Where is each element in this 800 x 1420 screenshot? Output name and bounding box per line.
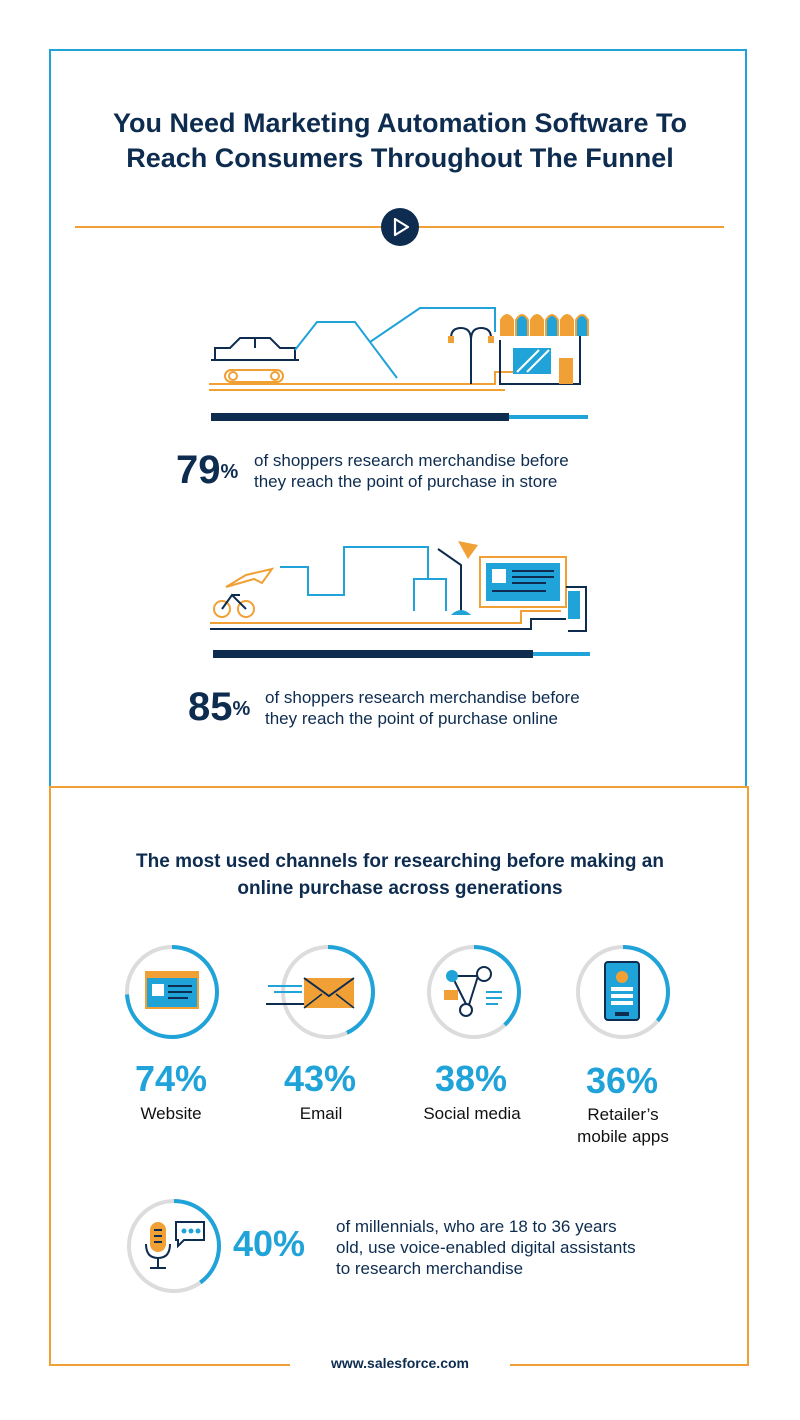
channel-ring-social bbox=[427, 945, 521, 1039]
millennials-text: of millennials, who are 18 to 36 years o… bbox=[336, 1217, 636, 1278]
stat-bar-rest bbox=[509, 415, 588, 419]
channel-social-label: Social media bbox=[423, 1104, 521, 1123]
footer-rule-left bbox=[49, 1364, 290, 1366]
footer-url[interactable]: www.salesforce.com bbox=[331, 1355, 469, 1371]
stat-in-store-unit: % bbox=[220, 461, 239, 483]
store-street-illustration bbox=[209, 307, 589, 391]
stat-bar-rest bbox=[533, 652, 590, 656]
stat-bar-fill bbox=[211, 413, 509, 421]
footer-rule-right bbox=[510, 1364, 749, 1366]
stat-bar-in-store bbox=[211, 413, 588, 421]
mobile-phone-icon bbox=[604, 961, 640, 1021]
stat-online-unit: % bbox=[232, 698, 251, 720]
voice-assistant-microphone-icon bbox=[145, 1221, 205, 1269]
channel-ring-mobile bbox=[576, 945, 670, 1039]
millennials-ring bbox=[127, 1199, 221, 1293]
stat-online-text: of shoppers research merchandise before … bbox=[265, 688, 580, 728]
stat-in-store-value: 79% bbox=[176, 448, 239, 492]
page-title-line-1: You Need Marketing Automation Software T… bbox=[112, 108, 688, 138]
channel-website-pct: 74% bbox=[134, 1058, 208, 1099]
channel-email-label: Email bbox=[299, 1104, 343, 1123]
channel-mobile-pct: 36% bbox=[585, 1060, 659, 1101]
stat-online-value: 85% bbox=[188, 685, 251, 729]
play-icon bbox=[393, 217, 410, 237]
envelope-icon bbox=[266, 977, 355, 1009]
stat-bar-online bbox=[213, 650, 590, 658]
channel-website-label: Website bbox=[140, 1104, 202, 1123]
channels-section-title: The most used channels for researching b… bbox=[136, 851, 664, 899]
stat-in-store-text: of shoppers research merchandise before … bbox=[254, 451, 569, 491]
millennials-pct: 40% bbox=[233, 1223, 306, 1264]
channel-social-pct: 38% bbox=[434, 1058, 508, 1099]
page-title: You Need Marketing Automation Software T… bbox=[60, 106, 740, 176]
channel-email-pct: 43% bbox=[283, 1058, 357, 1099]
stat-bar-fill bbox=[213, 650, 533, 658]
title-rule-right bbox=[419, 226, 724, 228]
title-rule-left bbox=[75, 226, 381, 228]
page-title-line-2: Reach Consumers Throughout The Funnel bbox=[126, 143, 674, 173]
browser-window-icon bbox=[145, 971, 199, 1009]
section-divider bbox=[49, 786, 749, 788]
social-network-icon bbox=[444, 966, 502, 1017]
online-shopping-illustration bbox=[210, 541, 587, 632]
channel-ring-website bbox=[125, 945, 219, 1039]
top-frame bbox=[49, 49, 747, 787]
play-button[interactable] bbox=[381, 208, 419, 246]
channel-mobile-label: Retailer’s mobile apps bbox=[577, 1105, 669, 1146]
